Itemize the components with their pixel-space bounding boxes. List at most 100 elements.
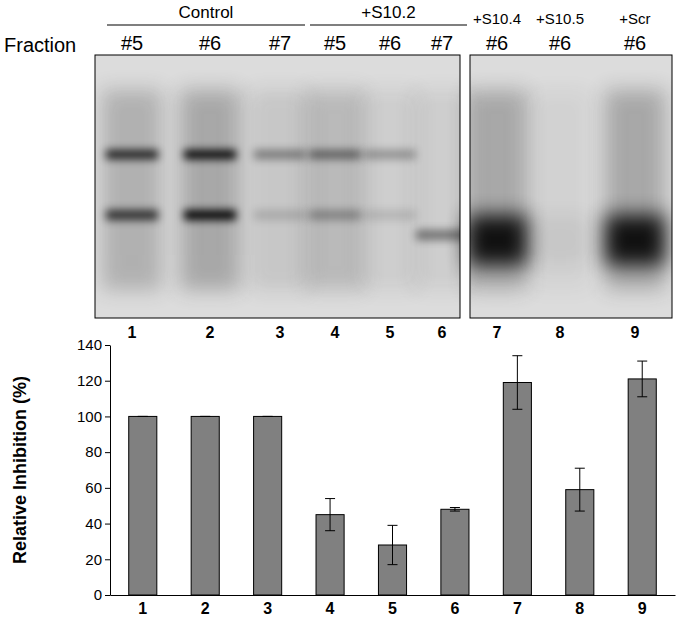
- band: [364, 150, 416, 159]
- error-bar: [450, 508, 460, 512]
- bar: [503, 383, 531, 596]
- band: [364, 210, 416, 220]
- lane-smear: [305, 90, 365, 290]
- tick-mark: [105, 452, 110, 453]
- tick-label: 120: [77, 372, 102, 389]
- tick-label: 3: [263, 600, 272, 617]
- group-label: +S10.4: [473, 10, 521, 27]
- tick-label: 7: [513, 600, 522, 617]
- gel-panel: [95, 55, 460, 318]
- tick: 0: [94, 586, 110, 603]
- fraction-label: #7: [431, 32, 453, 54]
- fraction-label: #5: [324, 32, 346, 54]
- tick-label: 1: [138, 600, 147, 617]
- lane-label: 7: [493, 324, 502, 341]
- tick-label: 5: [388, 600, 397, 617]
- tick-mark: [105, 524, 110, 525]
- plot-area: [129, 379, 657, 595]
- band: [184, 210, 236, 220]
- error-bar: [637, 361, 647, 397]
- tick: 7: [513, 595, 522, 617]
- tick-label: 0: [94, 586, 102, 603]
- fraction-label: #6: [624, 32, 646, 54]
- lane-label: 4: [331, 324, 340, 341]
- bar: [191, 416, 219, 595]
- lane-smear: [467, 90, 527, 290]
- tick: 4: [326, 595, 335, 617]
- lane-smear: [250, 90, 310, 290]
- bar: [628, 379, 656, 595]
- row-label: Fraction: [4, 34, 76, 56]
- tick-label: 100: [77, 408, 102, 425]
- band: [106, 210, 158, 220]
- lane-label: 8: [556, 324, 565, 341]
- bar: [254, 416, 282, 595]
- group-label: +Scr: [619, 10, 650, 27]
- lane-label: 1: [128, 324, 137, 341]
- group-label: Control: [179, 3, 234, 22]
- bar-chart: 0 20 40 60 80 100 120 140 1 2 3 4 5 6 7 8 9 Relative Inhi…: [10, 336, 676, 617]
- lane-smear: [360, 90, 420, 290]
- lane-label: 3: [276, 324, 285, 341]
- tick-label: 2: [201, 600, 210, 617]
- lane-smear: [102, 90, 162, 290]
- band: [254, 210, 306, 220]
- tick-label: 9: [638, 600, 647, 617]
- tick-mark: [105, 416, 110, 417]
- tick-label: 60: [85, 479, 102, 496]
- tick-mark: [105, 381, 110, 382]
- band: [530, 215, 590, 265]
- band: [184, 150, 236, 159]
- lane-label: 5: [386, 324, 395, 341]
- tick-label: 4: [326, 600, 335, 617]
- tick-label: 140: [77, 336, 102, 353]
- tick: 40: [85, 515, 110, 532]
- tick: 9: [638, 595, 647, 617]
- tick-mark: [105, 488, 110, 489]
- axis-line: [111, 595, 676, 596]
- x-axis: 1 2 3 4 5 6 7 8 9: [111, 595, 676, 617]
- tick: 2: [201, 595, 210, 617]
- band: [605, 215, 665, 265]
- fraction-label: #5: [121, 32, 143, 54]
- tick: 1: [138, 595, 147, 617]
- tick-mark: [105, 595, 110, 596]
- lane-label: 9: [631, 324, 640, 341]
- band: [309, 210, 361, 220]
- fraction-label: #6: [379, 32, 401, 54]
- lane-label: 2: [206, 324, 215, 341]
- lane-smear: [412, 90, 472, 290]
- gel-bands: [102, 90, 665, 290]
- lane-label: 6: [438, 324, 447, 341]
- bar: [129, 416, 157, 595]
- error-bar: [200, 416, 210, 417]
- axis-title: Relative Inhibition (%): [10, 376, 30, 564]
- tick: 120: [77, 372, 110, 389]
- tick-label: 6: [450, 600, 459, 617]
- lane-smear: [530, 90, 590, 290]
- tick: 3: [263, 595, 272, 617]
- tick: 8: [575, 595, 584, 617]
- gel-frame: [95, 55, 460, 318]
- tick: 20: [85, 551, 110, 568]
- group-label: +S10.2: [361, 3, 415, 22]
- bar: [441, 509, 469, 595]
- error-bar: [512, 356, 522, 410]
- tick: 60: [85, 479, 110, 496]
- tick: 6: [450, 595, 459, 617]
- tick: 100: [77, 408, 110, 425]
- fraction-label: #6: [486, 32, 508, 54]
- error-bar: [138, 416, 148, 417]
- band: [467, 215, 527, 265]
- error-bar: [325, 499, 335, 531]
- tick-label: 40: [85, 515, 102, 532]
- axis-line: [110, 346, 111, 596]
- tick: 140: [77, 336, 110, 353]
- fraction-label: #7: [269, 32, 291, 54]
- gel: Fraction Control #5 #6 #7 +S10.2 #5 #6 #7 +S10.4 #…: [4, 3, 672, 341]
- tick: 80: [85, 443, 110, 460]
- tick-label: 80: [85, 443, 102, 460]
- gel-frame: [470, 55, 672, 318]
- error-bars: [138, 356, 647, 565]
- tick-label: 8: [575, 600, 584, 617]
